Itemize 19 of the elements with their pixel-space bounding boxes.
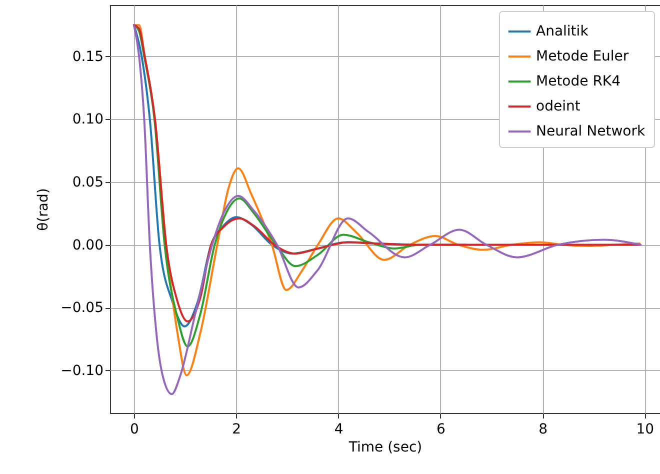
y-tick-label: 0.05 [72, 174, 104, 191]
y-tick-label: 0.10 [72, 112, 104, 128]
y-tick-label: −0.10 [60, 362, 104, 379]
legend-label: Analitik [536, 24, 590, 40]
x-tick-label: 2 [232, 422, 242, 438]
legend-label: odeint [536, 98, 581, 114]
y-tick-label: −0.05 [60, 300, 104, 316]
x-tick-label: 8 [538, 422, 548, 438]
legend-label: Neural Network [536, 124, 646, 140]
x-axis-title: Time (sec) [348, 440, 422, 456]
x-tick-label: 4 [334, 422, 344, 438]
x-tick-label: 0 [130, 422, 139, 438]
y-tick-label: 0.00 [72, 237, 104, 254]
x-tick-label: 10 [636, 422, 654, 438]
legend-label: Metode Euler [536, 48, 629, 64]
y-axis-title: θ(rad) [36, 188, 52, 231]
x-tick-label: 6 [436, 422, 446, 438]
legend-label: Metode RK4 [536, 74, 621, 90]
y-tick-label: 0.15 [72, 48, 104, 65]
